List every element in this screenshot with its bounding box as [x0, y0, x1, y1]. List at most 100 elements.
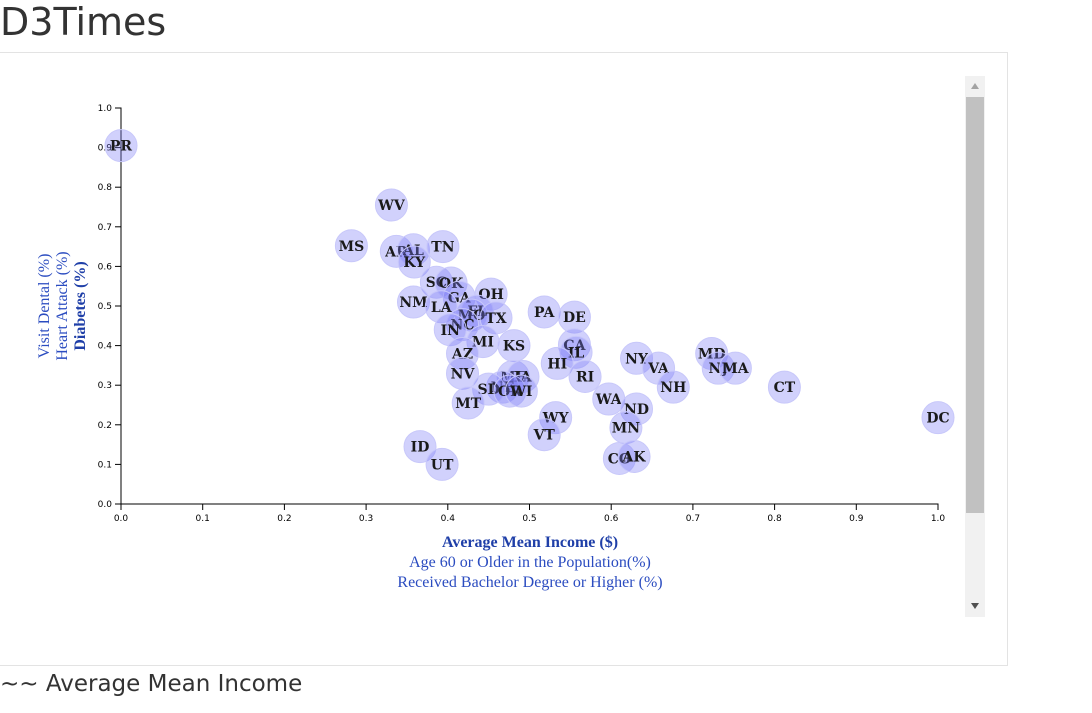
state-marker[interactable] [446, 356, 480, 390]
state-point-nv[interactable]: NV [446, 356, 480, 390]
state-marker[interactable] [656, 370, 690, 404]
y-tick-label: 0.0 [98, 500, 113, 510]
state-marker[interactable] [527, 295, 561, 329]
state-point-nj[interactable]: NJ [701, 351, 735, 385]
state-point-ar[interactable]: AR [379, 234, 413, 268]
state-marker[interactable] [396, 233, 430, 267]
state-point-nm[interactable]: NM [396, 285, 430, 319]
state-marker[interactable] [504, 374, 538, 408]
state-point-mo[interactable]: MO [454, 298, 488, 332]
state-marker[interactable] [620, 341, 654, 375]
state-point-pa[interactable]: PA [527, 295, 561, 329]
state-marker[interactable] [397, 245, 431, 279]
state-label: HI [547, 356, 567, 372]
state-marker[interactable] [767, 370, 801, 404]
state-marker[interactable] [921, 401, 955, 435]
state-marker[interactable] [617, 439, 651, 473]
state-marker[interactable] [718, 351, 752, 385]
state-point-ky[interactable]: KY [397, 245, 431, 279]
state-point-mi[interactable]: MI [466, 325, 500, 359]
state-marker[interactable] [642, 351, 676, 385]
state-marker[interactable] [506, 359, 540, 393]
state-marker[interactable] [403, 430, 437, 464]
state-point-tn[interactable]: TN [426, 230, 460, 264]
state-marker[interactable] [479, 301, 513, 335]
state-marker[interactable] [497, 329, 531, 363]
state-point-de[interactable]: DE [557, 300, 591, 334]
state-point-ut[interactable]: UT [425, 447, 459, 481]
state-marker[interactable] [446, 337, 480, 371]
state-marker[interactable] [334, 229, 368, 263]
state-marker[interactable] [592, 382, 626, 416]
state-marker[interactable] [540, 346, 574, 380]
state-marker[interactable] [557, 300, 591, 334]
state-marker[interactable] [426, 230, 460, 264]
state-marker[interactable] [602, 441, 636, 475]
state-label: OR [498, 384, 522, 400]
state-point-nd[interactable]: ND [620, 392, 654, 426]
state-marker[interactable] [425, 447, 459, 481]
state-point-nc[interactable]: NC [446, 308, 480, 342]
state-point-va[interactable]: VA [642, 351, 676, 385]
y-axis-label-option[interactable]: Diabetes (%) [72, 261, 89, 350]
y-axis-label-option[interactable]: Heart Attack (%) [54, 251, 71, 360]
state-marker[interactable] [379, 234, 413, 268]
state-point-ia[interactable]: IA [506, 359, 540, 393]
state-marker[interactable] [568, 359, 602, 393]
state-point-dc[interactable]: DC [921, 401, 955, 435]
scroll-down-icon[interactable] [971, 603, 979, 609]
x-axis-label-option[interactable]: Average Mean Income ($) [442, 534, 618, 551]
state-point-wv[interactable]: WV [374, 188, 408, 222]
state-marker[interactable] [396, 285, 430, 319]
y-axis-label-option[interactable]: Visit Dental (%) [36, 254, 53, 359]
state-marker[interactable] [620, 392, 654, 426]
state-point-ma[interactable]: MA [718, 351, 752, 385]
x-axis-label-option[interactable]: Received Bachelor Degree or Higher (%) [397, 574, 662, 591]
x-axis: 0.0 0.1 0.2 0.3 0.4 0.5 0.6 0.7 0.8 0.9 1.0 [114, 503, 945, 524]
state-label: NH [660, 380, 686, 396]
state-point-ca[interactable]: CA [557, 328, 591, 362]
state-marker[interactable] [493, 374, 527, 408]
state-label: OH [478, 287, 503, 303]
state-marker[interactable] [539, 401, 573, 435]
state-marker[interactable] [701, 351, 735, 385]
vertical-scrollbar[interactable] [965, 76, 985, 617]
state-point-ri[interactable]: RI [568, 359, 602, 393]
state-point-pr[interactable]: PR [104, 129, 138, 163]
y-tick-label: 1.0 [98, 104, 113, 114]
state-marker[interactable] [451, 386, 485, 420]
state-point-wa[interactable]: WA [592, 382, 626, 416]
state-point-hi[interactable]: HI [540, 346, 574, 380]
scroll-up-icon[interactable] [971, 83, 979, 89]
state-point-co[interactable]: CO [602, 441, 636, 475]
x-tick-label: 0.5 [522, 514, 536, 524]
state-point-wi[interactable]: WI [504, 374, 538, 408]
state-point-mt[interactable]: MT [451, 386, 485, 420]
state-point-ct[interactable]: CT [767, 370, 801, 404]
y-tick: 0.8 [98, 183, 121, 193]
state-point-tx[interactable]: TX [479, 301, 513, 335]
state-marker[interactable] [442, 280, 476, 314]
scrollbar-thumb[interactable] [966, 97, 984, 513]
x-tick-label: 0.8 [767, 514, 782, 524]
state-point-ga[interactable]: GA [442, 280, 476, 314]
state-marker[interactable] [374, 188, 408, 222]
x-tick-label: 0.6 [604, 514, 619, 524]
state-point-id[interactable]: ID [403, 430, 437, 464]
x-tick: 0.0 [114, 504, 128, 524]
state-point-or[interactable]: OR [493, 374, 527, 408]
state-point-ks[interactable]: KS [497, 329, 531, 363]
state-point-ms[interactable]: MS [334, 229, 368, 263]
state-marker[interactable] [496, 359, 530, 393]
page-title: D3Times [0, 0, 167, 44]
state-marker[interactable] [104, 129, 138, 163]
state-marker[interactable] [527, 418, 561, 452]
x-axis-label-option[interactable]: Age 60 or Older in the Population(%) [409, 554, 651, 571]
state-point-wy[interactable]: WY [539, 401, 573, 435]
state-point-vt[interactable]: VT [527, 418, 561, 452]
y-tick: 0.7 [98, 223, 121, 233]
state-point-ak[interactable]: AK [617, 439, 651, 473]
state-marker[interactable] [472, 372, 506, 406]
state-point-nh[interactable]: NH [656, 370, 690, 404]
state-point-mn[interactable]: MN [609, 411, 643, 445]
